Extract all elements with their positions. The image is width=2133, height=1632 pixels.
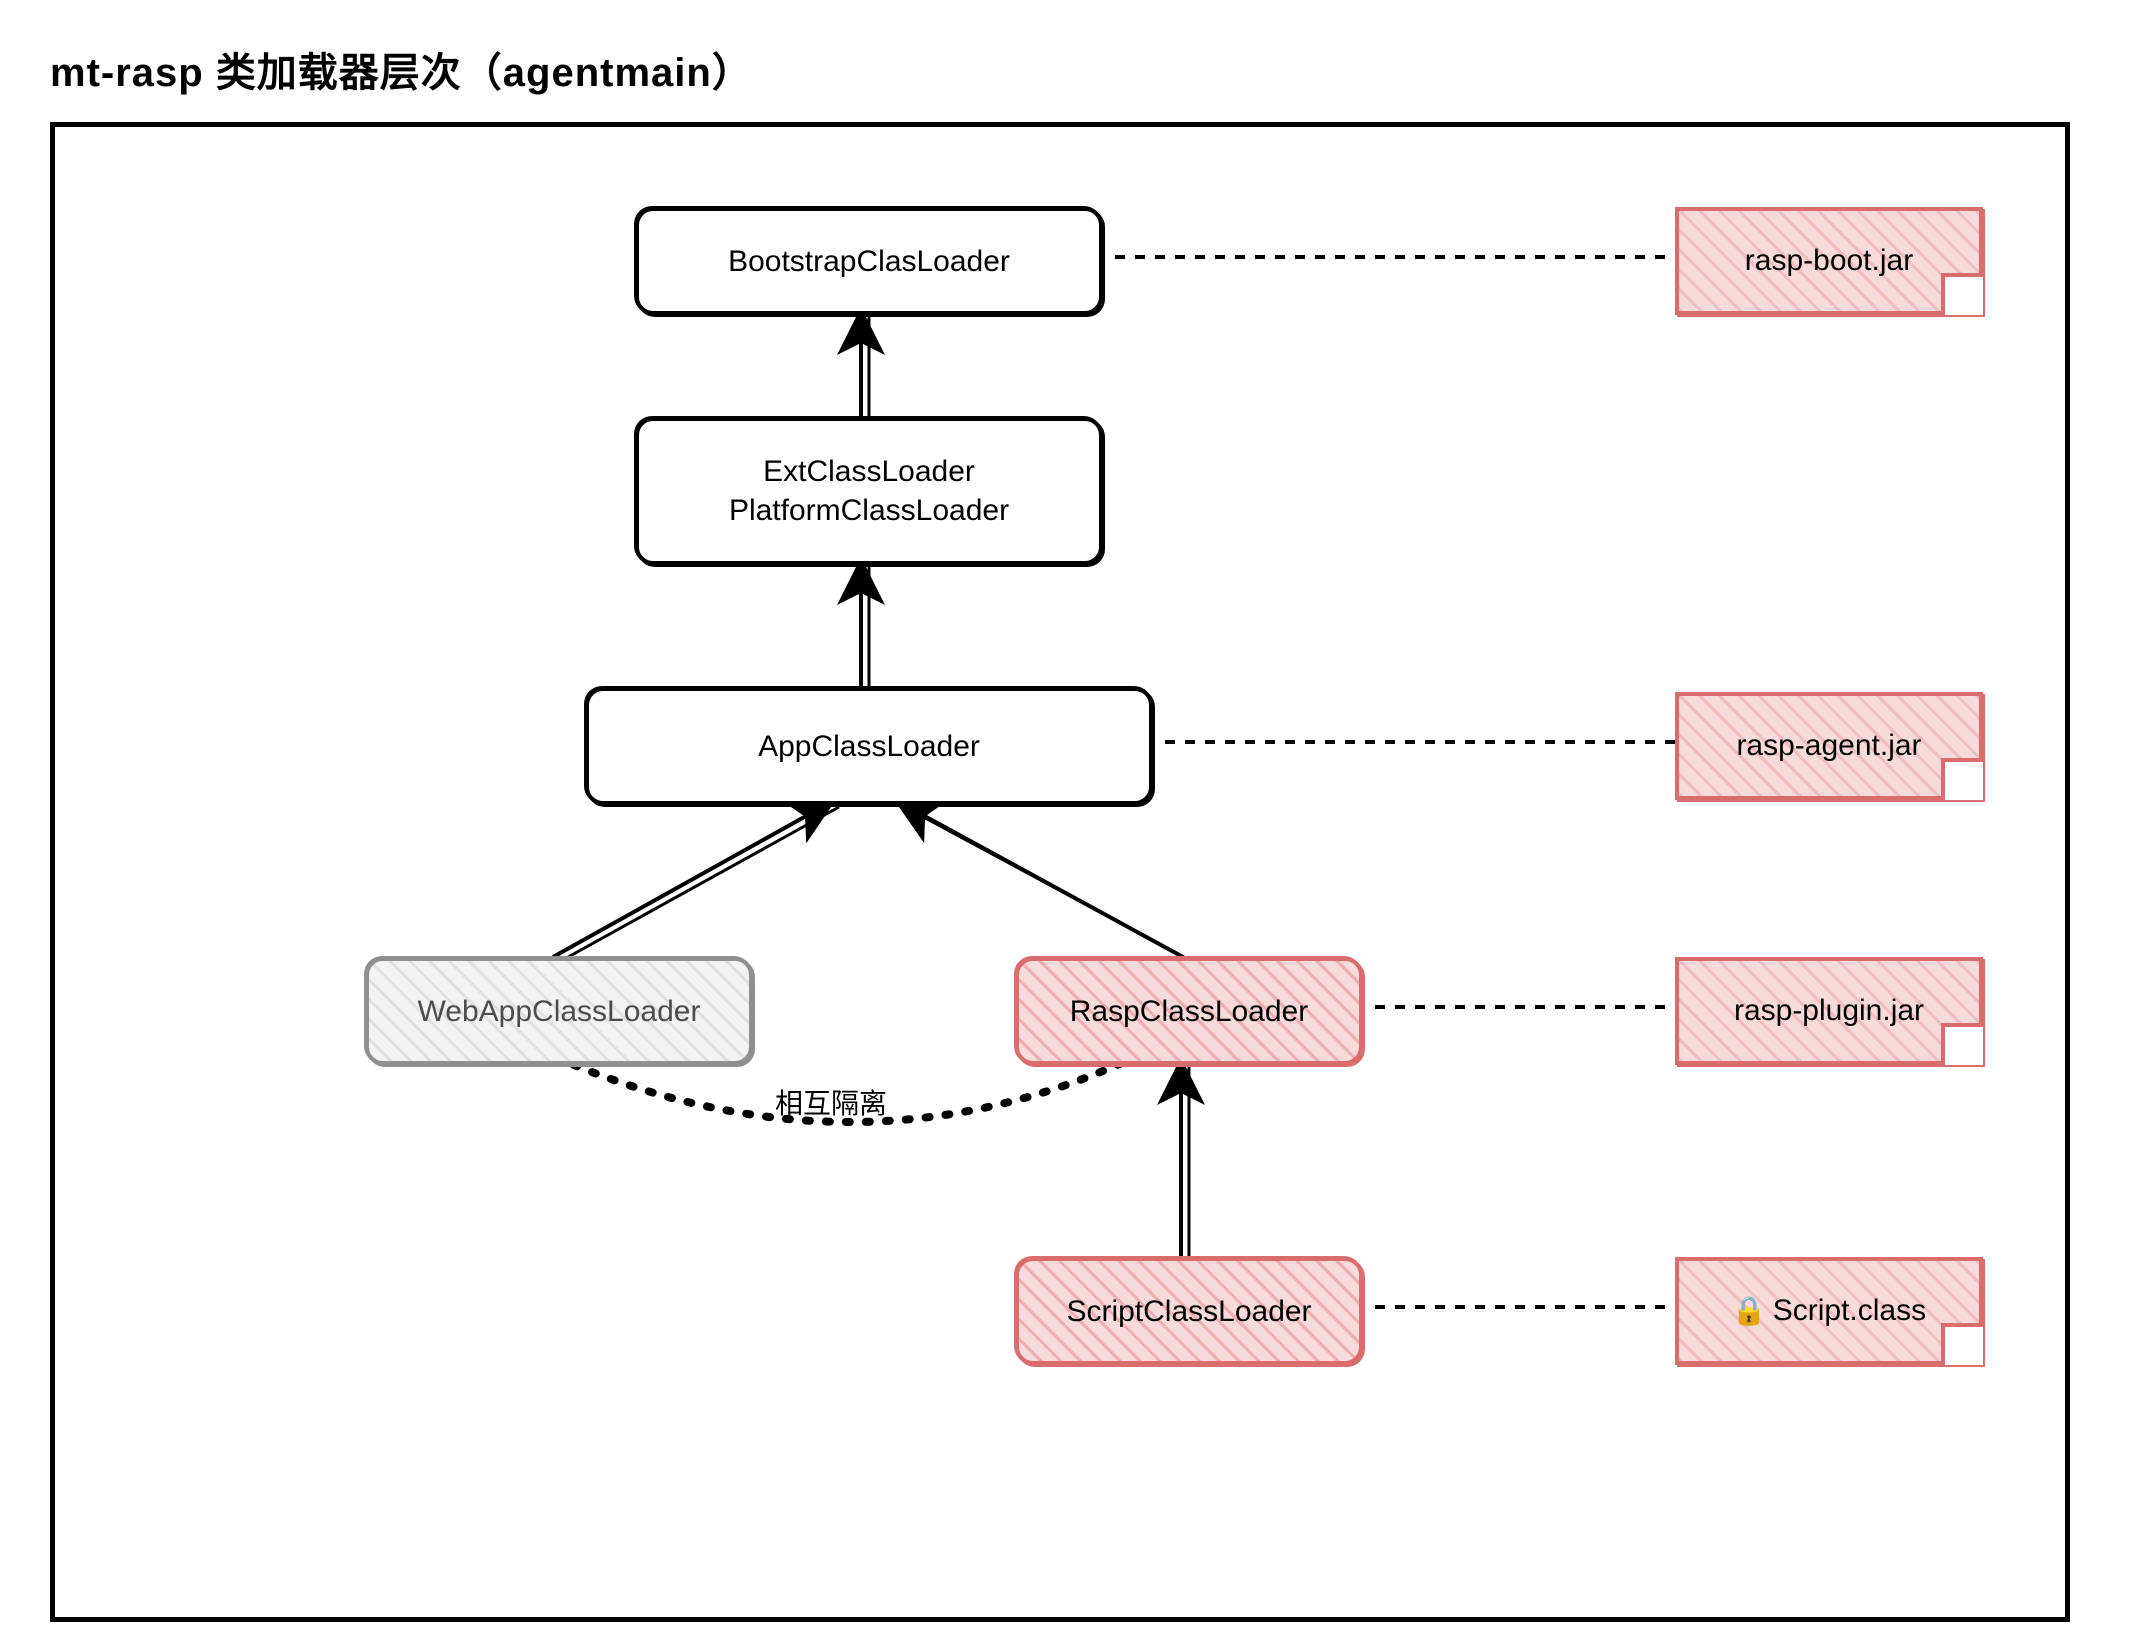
node-label: AppClassLoader bbox=[758, 727, 980, 766]
fold-corner-icon bbox=[1941, 1323, 1983, 1365]
note-script-class: 🔒Script.class bbox=[1675, 1257, 1983, 1365]
note-label: rasp-plugin.jar bbox=[1734, 994, 1924, 1028]
fold-corner-icon bbox=[1941, 758, 1983, 800]
node-label: RaspClassLoader bbox=[1070, 992, 1308, 1031]
note-label: rasp-boot.jar bbox=[1745, 244, 1913, 278]
note-label: rasp-agent.jar bbox=[1736, 729, 1921, 763]
page: mt-rasp 类加载器层次（agentmain） bbox=[0, 0, 2133, 1632]
note-label-text: Script.class bbox=[1773, 1294, 1926, 1327]
isolation-label: 相互隔离 bbox=[775, 1082, 887, 1122]
node-label-line2: PlatformClassLoader bbox=[729, 491, 1009, 530]
page-title: mt-rasp 类加载器层次（agentmain） bbox=[50, 40, 2083, 98]
connectors-layer bbox=[55, 127, 2075, 1627]
node-label: WebAppClassLoader bbox=[418, 992, 701, 1031]
fold-corner-icon bbox=[1941, 273, 1983, 315]
node-ext-platform-classloader: ExtClassLoader PlatformClassLoader bbox=[635, 417, 1103, 565]
node-label: BootstrapClasLoader bbox=[728, 242, 1010, 281]
note-label: 🔒Script.class bbox=[1732, 1294, 1926, 1328]
node-rasp-classloader: RaspClassLoader bbox=[1015, 957, 1363, 1065]
node-webapp-classloader: WebAppClassLoader bbox=[365, 957, 753, 1065]
node-bootstrap-classloader: BootstrapClasLoader bbox=[635, 207, 1103, 315]
node-label: ScriptClassLoader bbox=[1066, 1292, 1311, 1331]
fold-corner-icon bbox=[1941, 1023, 1983, 1065]
lock-icon: 🔒 bbox=[1732, 1295, 1767, 1326]
note-rasp-agent-jar: rasp-agent.jar bbox=[1675, 692, 1983, 800]
node-label-line1: ExtClassLoader bbox=[763, 452, 975, 491]
note-rasp-plugin-jar: rasp-plugin.jar bbox=[1675, 957, 1983, 1065]
node-script-classloader: ScriptClassLoader bbox=[1015, 1257, 1363, 1365]
note-rasp-boot-jar: rasp-boot.jar bbox=[1675, 207, 1983, 315]
diagram-frame: BootstrapClasLoader ExtClassLoader Platf… bbox=[50, 122, 2070, 1622]
node-app-classloader: AppClassLoader bbox=[585, 687, 1153, 805]
